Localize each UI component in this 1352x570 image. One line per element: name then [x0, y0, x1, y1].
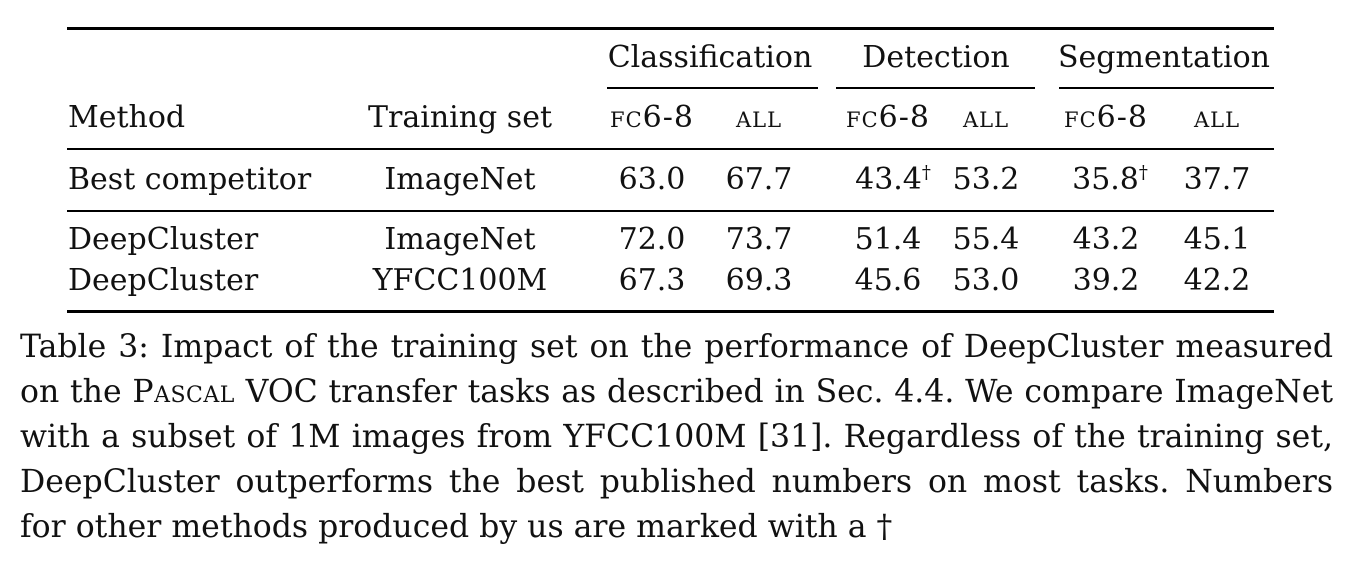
- header-method: Method: [68, 100, 186, 135]
- mid-rule: [67, 210, 1274, 212]
- dagger-mark: †: [1138, 162, 1148, 183]
- header-seg-all: all: [1193, 100, 1241, 135]
- row-0-training-set: ImageNet: [384, 162, 536, 197]
- pascal-word: Pascal: [132, 374, 235, 410]
- row-2-seg-fc6-8: 39.2: [1072, 263, 1140, 298]
- header-seg-fc6-8: fc6-8: [1064, 100, 1148, 135]
- group-header-detection: Detection: [862, 40, 1010, 75]
- row-0-det-all: 53.2: [952, 162, 1020, 197]
- row-1-cls-all: 73.7: [725, 222, 793, 257]
- row-0-det-fc6-8: 43.4†: [855, 162, 931, 197]
- row-1-det-all: 55.4: [952, 222, 1020, 257]
- header-training-set: Training set: [367, 100, 553, 135]
- group-header-segmentation: Segmentation: [1057, 40, 1271, 75]
- table-caption: Table 3: Impact of the training set on t…: [20, 329, 1333, 545]
- header-rule: [67, 148, 1274, 150]
- cmidrule-classification: [607, 87, 818, 89]
- cmidrule-segmentation: [1059, 87, 1274, 89]
- top-rule: [67, 27, 1274, 30]
- row-1-method: DeepCluster: [68, 222, 259, 257]
- row-1-det-fc6-8: 51.4: [854, 222, 922, 257]
- row-2-det-all: 53.0: [952, 263, 1020, 298]
- header-cls-all: all: [735, 100, 783, 135]
- row-2-cls-all: 69.3: [725, 263, 793, 298]
- row-2-seg-all: 42.2: [1183, 263, 1251, 298]
- row-0-method: Best competitor: [68, 162, 312, 197]
- row-1-training-set: ImageNet: [384, 222, 536, 257]
- row-2-training-set: YFCC100M: [372, 263, 548, 298]
- row-1-seg-all: 45.1: [1183, 222, 1251, 257]
- row-0-seg-fc6-8: 35.8†: [1072, 162, 1148, 197]
- row-2-method: DeepCluster: [68, 263, 259, 298]
- header-det-fc6-8: fc6-8: [846, 100, 930, 135]
- row-0-cls-fc6-8: 63.0: [618, 162, 686, 197]
- row-0-cls-all: 67.7: [725, 162, 793, 197]
- row-1-seg-fc6-8: 43.2: [1072, 222, 1140, 257]
- header-cls-fc6-8: fc6-8: [610, 100, 694, 135]
- row-2-det-fc6-8: 45.6: [854, 263, 922, 298]
- row-0-seg-all: 37.7: [1183, 162, 1251, 197]
- row-1-cls-fc6-8: 72.0: [618, 222, 686, 257]
- dagger-mark: †: [921, 162, 931, 183]
- cmidrule-detection: [836, 87, 1035, 89]
- bottom-rule: [67, 310, 1274, 313]
- group-header-classification: Classification: [607, 40, 813, 75]
- header-det-all: all: [962, 100, 1010, 135]
- row-2-cls-fc6-8: 67.3: [618, 263, 686, 298]
